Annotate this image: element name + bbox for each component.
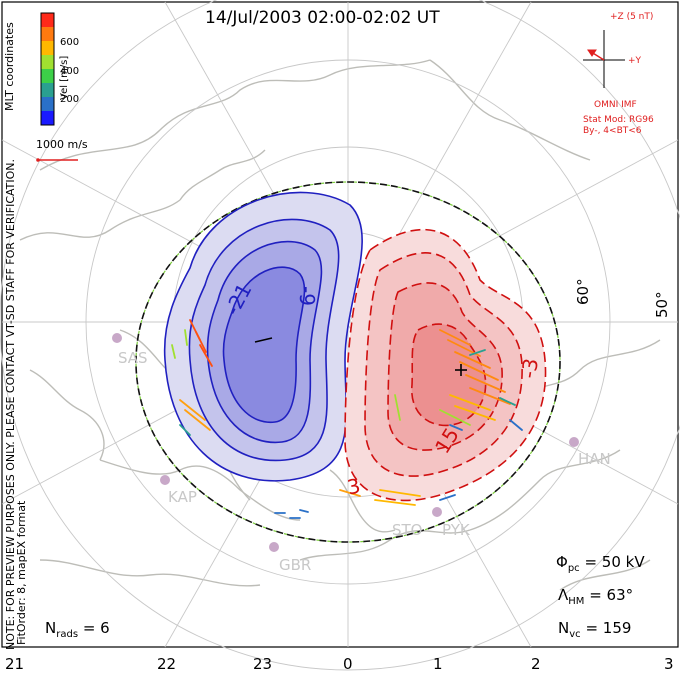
station-label-han: HAN: [578, 450, 611, 468]
station-label-gbr: GBR: [279, 556, 312, 574]
imf-y-label: +Y: [628, 56, 642, 66]
station-marker-sto: [432, 507, 442, 517]
coord-label: MLT coordinates: [3, 22, 16, 111]
station-label-sas: SAS: [118, 349, 148, 367]
positive-cell: [344, 228, 547, 502]
stat-phi-symbol: Φ: [556, 553, 568, 571]
stat-nrads-symbol: N: [45, 619, 57, 637]
station-marker-gbr: [269, 542, 279, 552]
neg-min-marker: [254, 337, 273, 343]
station-markers: [112, 333, 579, 552]
watermark-line2: FitOrder: 8, mapEX format: [15, 500, 28, 645]
colorbar-segment: [41, 13, 54, 28]
stat-lambda-symbol: Λ: [558, 586, 569, 604]
velocity-colorbar: [40, 12, 55, 126]
mlt-tick-0: 0: [343, 655, 353, 673]
mlt-tick-21: 21: [5, 655, 25, 673]
negative-cell: [163, 191, 363, 482]
contour-label-pos3a: -3: [516, 356, 544, 381]
colorbar-tick-400: 400: [60, 66, 80, 77]
colorbar-label: Vel [m/s]: [59, 56, 70, 100]
imf-model-line1: Stat Mod: RG96: [583, 115, 654, 125]
velocity-vectors: [171, 319, 523, 519]
station-marker-kap: [160, 475, 170, 485]
stat-lambda-value: = 63°: [589, 586, 634, 604]
coastlines: [19, 59, 661, 591]
stat-nvc-sub: vc: [569, 629, 581, 640]
mlt-tick-22: 22: [157, 655, 177, 673]
stat-phi-value: = 50 kV: [584, 553, 645, 571]
mlt-tick-1: 1: [433, 655, 443, 673]
velocity-scale-label: 1000 m/s: [36, 138, 88, 151]
colorbar-segment: [41, 83, 54, 98]
contour-neg-4: [222, 266, 306, 424]
latitude-label-50: 50°: [653, 291, 671, 318]
colorbar-segment: [41, 111, 54, 126]
colorbar-segment: [41, 27, 54, 42]
pos-max-marker: [455, 364, 467, 376]
velocity-scale-dot: [36, 158, 40, 162]
stat-nrads-value: = 6: [82, 619, 110, 637]
stat-lambda-hm: ΛHM = 63°: [558, 586, 633, 607]
colorbar-segment: [41, 41, 54, 56]
stat-nvc-value: = 159: [585, 619, 632, 637]
stat-phi-pc: Φpc = 50 kV: [556, 553, 645, 574]
map-title: 14/Jul/2003 02:00-02:02 UT: [205, 8, 440, 28]
colorbar-segment: [41, 55, 54, 70]
station-label-pyk: PYK: [442, 521, 470, 539]
imf-source: OMNI IMF: [594, 100, 637, 110]
stat-nvc: Nvc = 159: [558, 619, 631, 640]
colorbar-tick-200: 200: [60, 94, 80, 105]
stat-nrads: Nrads = 6: [45, 619, 110, 640]
colorbar-frame: [40, 12, 55, 126]
imf-z-label: +Z (5 nT): [610, 12, 654, 22]
latitude-label-60: 60°: [574, 278, 592, 305]
station-marker-han: [569, 437, 579, 447]
hm-boundary: [135, 181, 561, 543]
mlt-tick-23: 23: [253, 655, 273, 673]
station-marker-sas: [112, 333, 122, 343]
mlt-tick-2: 2: [531, 655, 541, 673]
stat-lambda-sub: HM: [568, 596, 585, 607]
mlt-tick-3: 3: [664, 655, 674, 673]
colorbar-segment: [41, 97, 54, 112]
stat-nvc-symbol: N: [558, 619, 570, 637]
stat-nrads-sub: rads: [56, 629, 79, 640]
colorbar-segment: [41, 69, 54, 84]
contour-label-neg9: -9: [295, 286, 319, 306]
station-label-kap: KAP: [168, 488, 197, 506]
colorbar-tick-600: 600: [60, 37, 80, 48]
station-label-sto: STO: [392, 521, 423, 539]
stat-phi-sub: pc: [567, 563, 580, 574]
imf-dial: [583, 30, 625, 88]
imf-model-line2: By-, 4<BT<6: [583, 126, 642, 136]
